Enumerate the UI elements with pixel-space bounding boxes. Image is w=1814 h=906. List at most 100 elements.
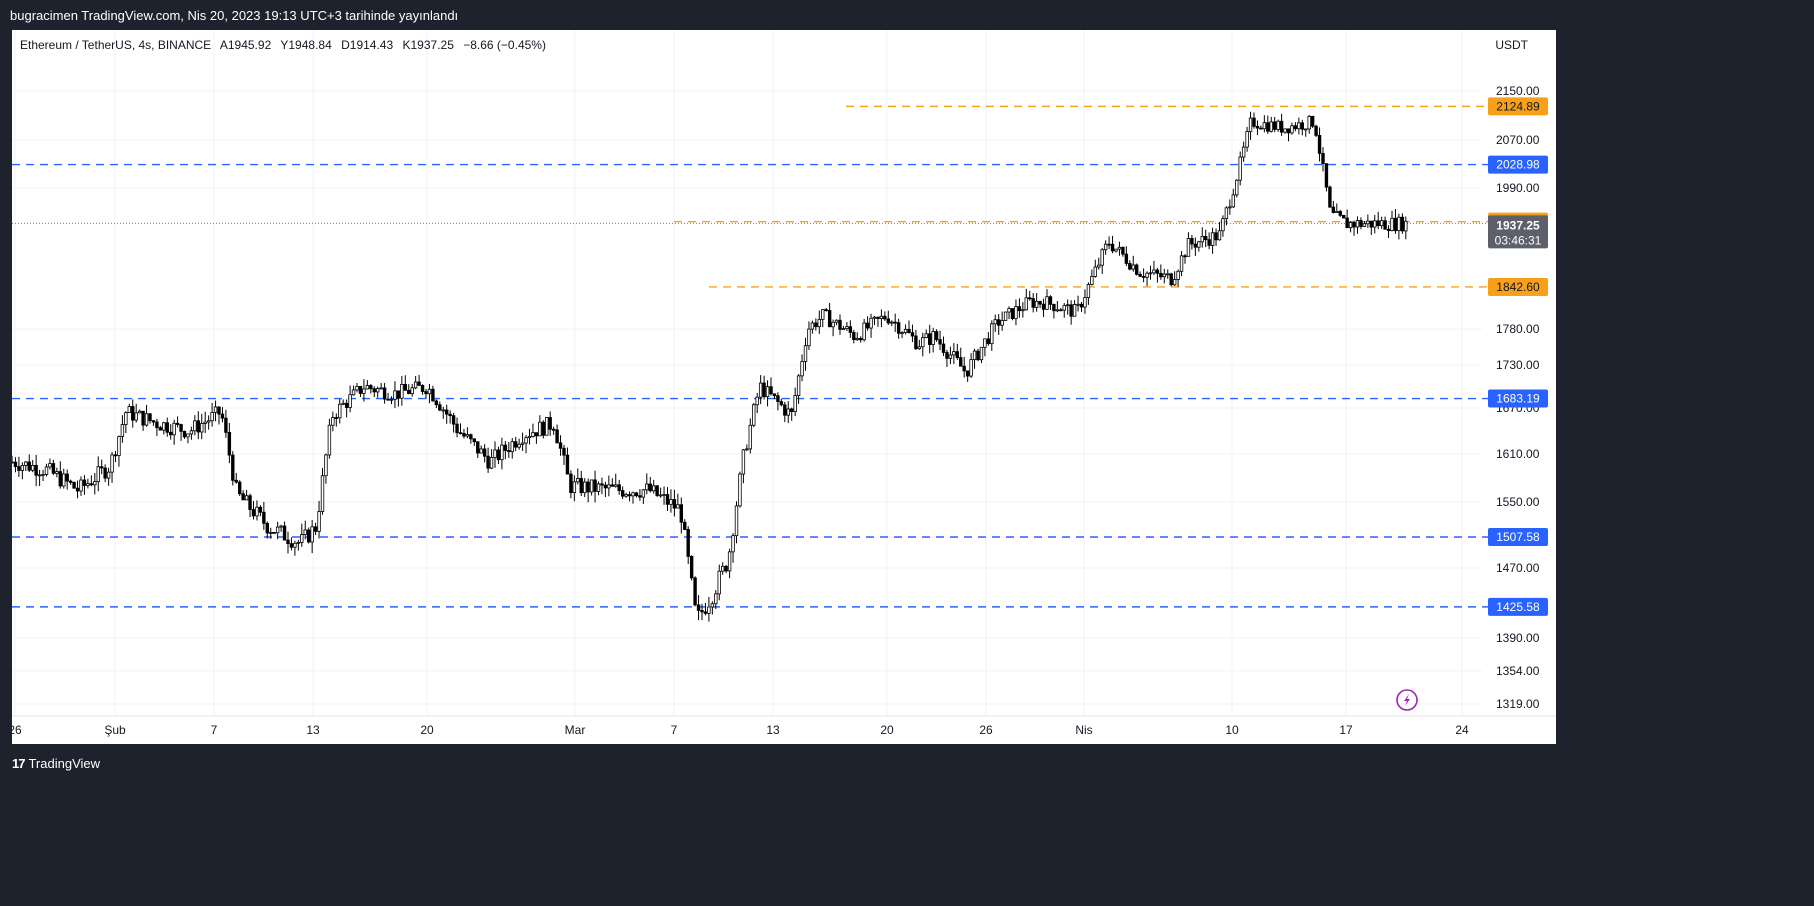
candle: [700, 603, 704, 621]
candle: [524, 435, 528, 454]
candle: [320, 467, 325, 515]
candle: [162, 421, 166, 435]
candle: [714, 590, 718, 610]
candle: [255, 500, 259, 521]
symbol-name[interactable]: Ethereum / TetherUS, 4s, BINANCE: [20, 38, 212, 52]
currency-label[interactable]: USDT: [1495, 38, 1528, 52]
candle: [58, 461, 62, 489]
candle: [1079, 301, 1084, 312]
candle: [531, 423, 535, 438]
candle: [1028, 290, 1032, 301]
level-price-tag[interactable]: 1507.58: [1488, 527, 1548, 546]
candle: [393, 381, 397, 409]
candle: [1038, 300, 1042, 309]
tradingview-logo[interactable]: 17 TradingView: [12, 756, 100, 771]
candle: [1031, 293, 1035, 313]
candle: [1097, 257, 1101, 270]
candle: [955, 343, 959, 360]
candle: [1210, 227, 1215, 254]
candle: [886, 310, 890, 325]
level-price-tag[interactable]: 1842.60: [1488, 277, 1548, 296]
candle: [420, 384, 425, 395]
candle: [248, 493, 252, 518]
time-tick-label: 13: [306, 723, 320, 737]
candle: [72, 481, 76, 489]
candle: [583, 478, 587, 498]
candle: [1348, 220, 1353, 233]
candle: [1197, 240, 1201, 252]
candle: [979, 346, 984, 364]
candle: [969, 353, 973, 378]
candle: [548, 411, 552, 436]
candle: [1335, 203, 1339, 213]
grid-lines: [12, 30, 1482, 716]
level-price-tag[interactable]: 1683.19: [1488, 389, 1548, 408]
candle: [641, 488, 646, 504]
candle: [244, 489, 249, 501]
candle: [793, 387, 797, 417]
candle: [1314, 124, 1318, 138]
candle: [44, 463, 49, 477]
candle: [990, 320, 994, 351]
svg-text:2028.98: 2028.98: [1496, 158, 1540, 172]
candle: [317, 500, 321, 539]
candle: [1155, 267, 1160, 283]
time-tick-label: 26: [979, 723, 993, 737]
chart-panel[interactable]: 2150.00 2070.00 1990.00 1780.00 1730.00 1670.…: [12, 30, 1556, 744]
candle: [37, 469, 42, 486]
candle: [448, 410, 452, 424]
candle: [131, 399, 135, 428]
candle: [1017, 298, 1022, 318]
candle: [324, 453, 328, 484]
candle: [1010, 308, 1015, 321]
candle: [34, 454, 38, 487]
candle: [213, 400, 218, 422]
candle: [258, 505, 263, 517]
high-value: Y1948.84: [280, 38, 332, 52]
candle: [1169, 272, 1173, 287]
candle: [1252, 112, 1256, 129]
candle: [410, 384, 414, 397]
level-price-tag[interactable]: 1425.58: [1488, 597, 1548, 616]
candle: [914, 329, 918, 351]
time-tick-label: 7: [671, 723, 678, 737]
candle: [431, 385, 435, 402]
candle: [1183, 254, 1187, 264]
time-tick-label: 13: [766, 723, 780, 737]
candle: [434, 399, 439, 409]
time-tick-label: 17: [1339, 723, 1353, 737]
candle: [876, 316, 880, 327]
candle: [1393, 209, 1398, 234]
candle: [348, 385, 352, 413]
time-tick-label: Mar: [565, 723, 586, 737]
candle: [1207, 232, 1211, 250]
price-tick-label: 1780.00: [1496, 322, 1540, 336]
price-tick-label: 1470.00: [1496, 561, 1540, 575]
candle: [386, 392, 390, 401]
candle: [269, 527, 273, 539]
candle: [576, 468, 580, 485]
lightning-icon[interactable]: [1396, 689, 1418, 711]
level-price-tag[interactable]: 2028.98: [1488, 155, 1548, 174]
candle: [1124, 246, 1129, 267]
price-chart[interactable]: 2150.002070.001990.001780.001730.001670.…: [12, 30, 1556, 744]
candle: [1135, 263, 1139, 276]
candle: [1269, 116, 1273, 133]
candle: [938, 330, 942, 351]
candle: [1162, 268, 1166, 284]
level-price-tag[interactable]: 2124.89: [1488, 97, 1548, 116]
open-value: A1945.92: [219, 38, 272, 52]
candle: [455, 417, 459, 438]
candle: [303, 520, 307, 540]
candle: [1059, 307, 1063, 312]
candle: [396, 390, 401, 407]
candle: [562, 444, 566, 466]
candle: [227, 422, 232, 464]
candle: [520, 432, 525, 451]
candle: [607, 475, 611, 497]
candle: [272, 532, 276, 534]
candle: [1141, 268, 1146, 283]
candle: [859, 336, 863, 343]
candle: [1117, 241, 1122, 256]
